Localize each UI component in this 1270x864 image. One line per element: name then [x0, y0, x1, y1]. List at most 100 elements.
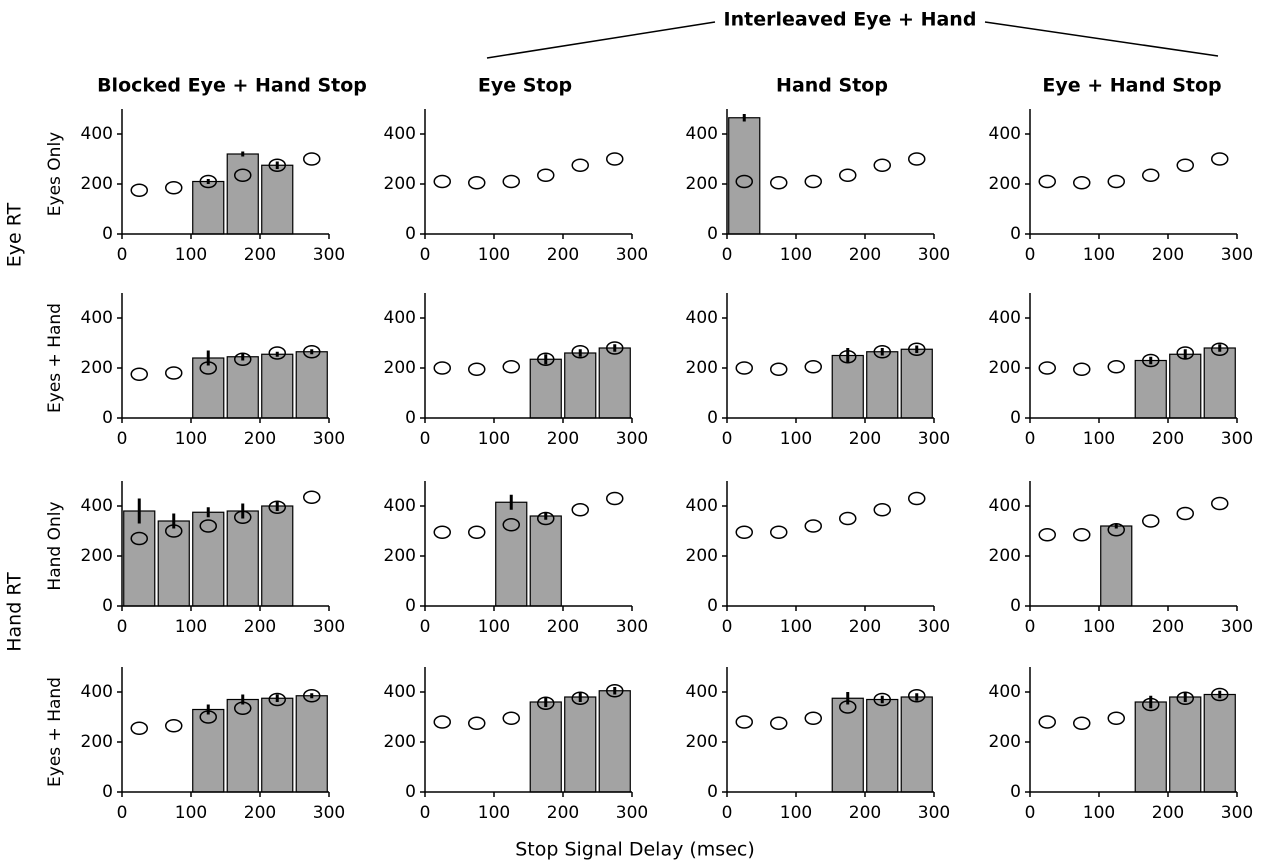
y-tick-label: 0 — [405, 596, 416, 616]
y-tick-label: 0 — [405, 224, 416, 244]
circle-marker — [1107, 174, 1125, 189]
circle-marker — [839, 700, 857, 714]
bar — [1134, 701, 1167, 793]
x-tick-label: 0 — [722, 245, 733, 265]
x-tick-label: 100 — [1083, 245, 1115, 265]
circle-marker — [537, 511, 555, 526]
column-title: Eye + Hand Stop — [1042, 75, 1221, 97]
x-tick-label: 300 — [616, 245, 648, 265]
circle-marker — [1107, 523, 1125, 537]
y-tick-label: 400 — [81, 496, 113, 516]
circle-marker — [268, 346, 286, 360]
x-tick-label: 0 — [722, 803, 733, 823]
x-tick-label: 300 — [1221, 803, 1253, 823]
bar — [157, 520, 190, 607]
circle-marker — [770, 362, 788, 376]
x-tick-label: 300 — [313, 245, 345, 265]
circle-marker — [735, 525, 753, 539]
x-tick-label: 300 — [918, 803, 950, 823]
column-title: Blocked Eye + Hand Stop — [97, 75, 367, 97]
x-tick-label: 100 — [478, 617, 510, 637]
circle-marker — [303, 152, 321, 166]
y-tick-label: 400 — [81, 682, 113, 702]
circle-marker — [606, 684, 624, 698]
x-tick-label: 300 — [1221, 245, 1253, 265]
y-tick-label: 0 — [1010, 224, 1021, 244]
bar — [598, 347, 631, 419]
bar — [529, 358, 562, 419]
circle-marker — [537, 696, 555, 710]
column-title: Eye Stop — [478, 75, 572, 97]
y-tick-label: 400 — [686, 682, 718, 702]
y-tick-label: 200 — [384, 546, 416, 566]
x-tick-label: 0 — [1025, 617, 1036, 637]
circle-marker — [1142, 353, 1160, 368]
circle-marker — [130, 721, 148, 735]
bar — [900, 348, 933, 419]
circle-marker — [468, 525, 486, 539]
circle-marker — [908, 491, 926, 506]
circle-marker — [165, 366, 183, 380]
x-tick-label: 300 — [918, 245, 950, 265]
bracket — [486, 21, 716, 59]
x-tick-label: 100 — [780, 429, 812, 449]
y-tick-label: 400 — [384, 308, 416, 328]
circle-marker — [804, 360, 822, 374]
x-tick-label: 100 — [1083, 803, 1115, 823]
circle-marker — [130, 367, 148, 381]
x-tick-label: 0 — [1025, 803, 1036, 823]
circle-marker — [804, 519, 822, 533]
group-title: Interleaved Eye + Hand — [724, 9, 977, 31]
x-tick-label: 100 — [780, 245, 812, 265]
bar — [261, 353, 294, 419]
y-tick-label: 0 — [102, 596, 113, 616]
circle-marker — [804, 174, 822, 189]
x-tick-label: 200 — [1152, 245, 1184, 265]
circle-marker — [433, 361, 451, 375]
x-tick-label: 300 — [616, 429, 648, 449]
circle-marker — [1176, 506, 1194, 521]
circle-marker — [1211, 152, 1229, 166]
y-tick-label: 400 — [384, 124, 416, 144]
y-tick-label: 200 — [686, 732, 718, 752]
circle-marker — [735, 361, 753, 375]
circle-marker — [873, 345, 891, 359]
x-tick-label: 200 — [244, 617, 276, 637]
bar — [226, 510, 259, 607]
circle-marker — [268, 500, 286, 514]
circle-marker — [735, 715, 753, 729]
circle-marker — [1142, 168, 1160, 182]
circle-marker — [606, 152, 624, 166]
circle-marker — [839, 350, 857, 364]
x-tick-label: 200 — [1152, 617, 1184, 637]
y-tick-label: 0 — [405, 782, 416, 802]
bar — [226, 153, 259, 235]
bar — [261, 505, 294, 607]
bar — [295, 695, 328, 793]
circle-marker — [234, 510, 252, 524]
circle-marker — [468, 176, 486, 190]
y-tick-label: 200 — [81, 732, 113, 752]
circle-marker — [303, 490, 321, 504]
circle-marker — [770, 716, 788, 730]
circle-marker — [502, 360, 520, 374]
x-tick-label: 100 — [1083, 617, 1115, 637]
x-tick-label: 300 — [918, 617, 950, 637]
group-label: Hand RT — [4, 572, 26, 652]
circle-marker — [199, 710, 217, 724]
circle-marker — [1211, 496, 1229, 511]
y-tick-label: 400 — [686, 308, 718, 328]
circle-marker — [770, 525, 788, 539]
x-tick-label: 0 — [722, 617, 733, 637]
x-tick-label: 100 — [175, 429, 207, 449]
circle-marker — [234, 168, 252, 182]
circle-marker — [1107, 360, 1125, 374]
circle-marker — [1142, 514, 1160, 528]
x-tick-label: 200 — [1152, 429, 1184, 449]
y-tick-label: 400 — [686, 496, 718, 516]
circle-marker — [1038, 715, 1056, 729]
circle-marker — [468, 362, 486, 376]
bracket — [984, 21, 1219, 57]
x-tick-label: 0 — [420, 617, 431, 637]
